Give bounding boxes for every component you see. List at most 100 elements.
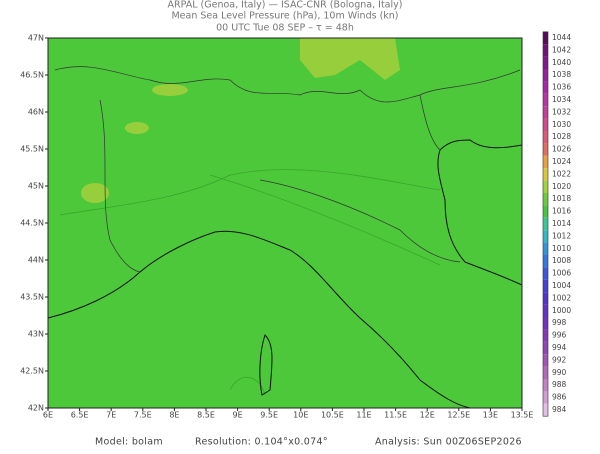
colorbar-swatch (543, 329, 548, 342)
colorbar-swatch (543, 217, 548, 231)
colorbar-swatch (543, 317, 548, 330)
lon-label: 6.5E (71, 411, 89, 420)
colorbar-label: 1034 (552, 95, 571, 104)
colorbar-swatch (543, 403, 548, 417)
colorbar-label: 1032 (552, 107, 571, 116)
lon-label: 8.5E (197, 411, 215, 420)
coastline (139, 230, 471, 409)
colorbar-label: 1006 (552, 269, 571, 278)
colorbar-swatch (543, 131, 548, 144)
colorbar-swatch (543, 379, 548, 392)
colorbar-swatch (543, 69, 548, 82)
lon-label: 12.5E (447, 411, 470, 420)
colorbar-label: 1044 (552, 33, 571, 42)
colorbar-label: 1036 (552, 83, 571, 92)
border (419, 94, 441, 151)
colorbar-swatch (543, 292, 548, 305)
lat-label: 47N (28, 34, 44, 43)
lon-label: 12E (420, 411, 435, 420)
border (99, 99, 141, 273)
lat-label: 43N (28, 330, 44, 339)
colorbar-label: 1014 (552, 219, 571, 228)
colorbar-label: 1008 (552, 256, 571, 265)
colorbar-label: 990 (552, 368, 567, 377)
lat-label: 46N (28, 108, 44, 117)
colorbar-swatch (543, 242, 548, 255)
colorbar-swatch (543, 354, 548, 367)
colorbar-label: 984 (552, 405, 567, 414)
colorbar-label: 1016 (552, 207, 571, 216)
header-line: ARPAL (Genoa, Italy) — ISAC-CNR (Bologna… (168, 0, 403, 11)
colorbar-swatch (543, 31, 548, 45)
colorbar-label: 1030 (552, 120, 571, 129)
colorbar-swatch (543, 279, 548, 293)
colorbar-label: 1020 (552, 182, 571, 191)
colorbar-label: 1004 (552, 281, 571, 290)
lat-label: 45N (28, 182, 44, 191)
lon-label: 7E (106, 411, 116, 420)
lon-label: 13.5E (511, 411, 534, 420)
colorbar-swatch (543, 180, 548, 193)
colorbar-label: 1040 (552, 58, 571, 67)
colorbar-swatch (543, 44, 548, 57)
colorbar-label: 1024 (552, 157, 571, 166)
colorbar-label: 1018 (552, 194, 571, 203)
colorbar-swatch (543, 56, 548, 69)
island (259, 334, 273, 396)
colorbar-swatch (543, 118, 548, 131)
colorbar-label: 1010 (552, 244, 571, 253)
lon-label: 10E (293, 411, 308, 420)
lat-label: 46.5N (20, 71, 44, 80)
colorbar-label: 1042 (552, 45, 571, 54)
colorbar-label: 986 (552, 393, 567, 402)
high-pressure-patch (81, 183, 109, 203)
colorbar-swatch (543, 304, 548, 317)
colorbar-swatch (543, 267, 548, 280)
lat-label: 42N (28, 404, 44, 413)
colorbar-label: 988 (552, 380, 567, 389)
isobar (229, 377, 266, 396)
footer-analysis: Analysis: Sun 00Z06SEP2026 (375, 437, 522, 448)
high-pressure-patch (125, 122, 149, 134)
colorbar-swatch (543, 391, 548, 404)
header-line: 00 UTC Tue 08 SEP – τ = 48h (216, 23, 354, 34)
colorbar-swatch (543, 193, 548, 206)
colorbar-label: 1026 (552, 145, 571, 154)
colorbar-label: 1028 (552, 132, 571, 141)
lat-label: 43.5N (20, 293, 44, 302)
map (47, 37, 523, 409)
header-line: Mean Sea Level Pressure (hPa), 10m Winds… (171, 11, 398, 22)
colorbar-label: 1000 (552, 306, 571, 315)
colorbar-swatch (543, 205, 548, 218)
colorbar-label: 1012 (552, 231, 571, 240)
lat-label: 44N (28, 256, 44, 265)
colorbar-label: 994 (552, 343, 567, 352)
footer-resolution: Resolution: 0.104°x0.074° (195, 437, 328, 448)
coastline (437, 139, 523, 286)
colorbar-swatch (543, 93, 548, 107)
colorbar-swatch (543, 255, 548, 268)
isobar (209, 174, 441, 266)
lon-label: 8E (169, 411, 179, 420)
colorbar-swatch (543, 106, 548, 119)
colorbar-swatch (543, 81, 548, 94)
lon-label: 11E (356, 411, 371, 420)
colorbar-label: 996 (552, 331, 567, 340)
border (54, 66, 521, 103)
colorbar-swatch (543, 168, 548, 181)
high-pressure-patch (152, 84, 188, 96)
colorbar-frame (542, 31, 549, 417)
border (259, 179, 461, 263)
colorbar-label: 992 (552, 355, 567, 364)
colorbar-swatch (543, 341, 548, 355)
lon-label: 7.5E (134, 411, 152, 420)
colorbar-swatch (543, 155, 548, 169)
coastline (47, 271, 141, 319)
colorbar-swatch (543, 230, 548, 243)
lat-label: 42.5N (20, 367, 44, 376)
lon-label: 11.5E (384, 411, 407, 420)
lat-label: 44.5N (20, 219, 44, 228)
lon-label: 10.5E (321, 411, 344, 420)
colorbar-swatch (543, 366, 548, 379)
lon-label: 13E (483, 411, 498, 420)
